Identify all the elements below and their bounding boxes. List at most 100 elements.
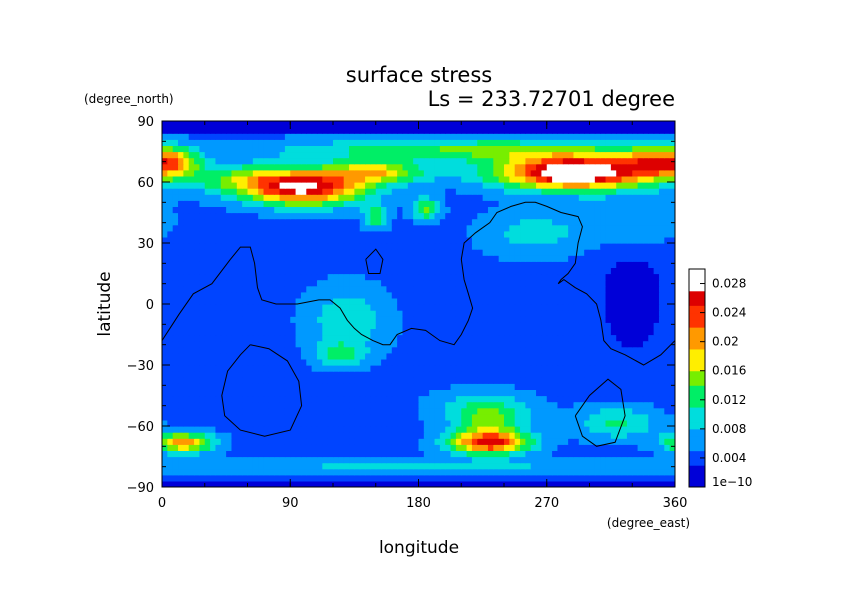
heatmap-cell (626, 194, 633, 201)
heatmap-cell (370, 175, 377, 183)
heatmap-cell (167, 432, 174, 439)
heatmap-cell (381, 297, 388, 305)
heatmap-cell (236, 480, 243, 487)
heatmap-cell (343, 456, 350, 464)
heatmap-cell (418, 188, 425, 195)
heatmap-cell (509, 462, 516, 470)
heatmap-cell (637, 175, 644, 183)
heatmap-cell (653, 310, 660, 317)
heatmap-cell (498, 291, 505, 299)
heatmap-cell (381, 224, 388, 232)
heatmap-cell (536, 468, 542, 476)
heatmap-cell (450, 267, 457, 275)
heatmap-cell (242, 188, 249, 195)
heatmap-cell (231, 291, 238, 299)
heatmap-cell (354, 249, 361, 256)
heatmap-cell (552, 450, 559, 458)
heatmap-cell (199, 480, 206, 487)
heatmap-cell (498, 273, 505, 281)
heatmap-cell (616, 432, 623, 439)
heatmap-cell (359, 358, 366, 366)
heatmap-cell (552, 236, 559, 244)
heatmap-cell (616, 426, 623, 433)
heatmap-cell (434, 407, 441, 415)
heatmap-cell (413, 352, 420, 360)
heatmap-cell (349, 200, 355, 207)
heatmap-cell (242, 182, 249, 189)
heatmap-cell (375, 169, 382, 177)
heatmap-cell (167, 413, 174, 421)
heatmap-cell (632, 285, 639, 293)
heatmap-cell (632, 310, 639, 317)
heatmap-cell (461, 456, 468, 464)
heatmap-cell (541, 389, 548, 397)
heatmap-cell (279, 426, 286, 433)
heatmap-cell (242, 236, 249, 244)
heatmap-cell (584, 182, 591, 189)
heatmap-cell (220, 218, 227, 226)
heatmap-cell (284, 340, 291, 348)
heatmap-cell (557, 243, 564, 250)
heatmap-cell (600, 310, 607, 317)
heatmap-cell (375, 419, 382, 427)
heatmap-cell (669, 346, 675, 354)
heatmap-cell (194, 432, 200, 439)
heatmap-cell (343, 450, 350, 458)
heatmap-cell (610, 377, 617, 384)
heatmap-cell (658, 200, 665, 207)
heatmap-cell (626, 304, 633, 311)
heatmap-cell (471, 316, 478, 323)
heatmap-cell (359, 407, 366, 415)
heatmap-cell (632, 407, 639, 415)
heatmap-cell (338, 212, 345, 220)
heatmap-cell (493, 480, 500, 487)
heatmap-cell (600, 352, 607, 360)
heatmap-cell (316, 310, 323, 317)
heatmap-cell (354, 304, 361, 311)
heatmap-cell (204, 243, 211, 250)
heatmap-cell (167, 389, 174, 397)
heatmap-cell (546, 267, 553, 275)
heatmap-cell (359, 340, 366, 348)
heatmap-cell (504, 236, 510, 244)
heatmap-cell (439, 304, 446, 311)
heatmap-cell (530, 395, 537, 403)
heatmap-cell (482, 407, 489, 415)
heatmap-cell (536, 395, 542, 403)
heatmap-cell (290, 316, 297, 323)
heatmap-cell (461, 334, 468, 342)
heatmap-cell (600, 480, 607, 487)
heatmap-cell (204, 316, 211, 323)
heatmap-cell (327, 175, 334, 183)
heatmap-cell (626, 291, 633, 299)
heatmap-cell (584, 255, 591, 262)
heatmap-cell (546, 371, 553, 378)
heatmap-cell (231, 212, 238, 220)
heatmap-cell (616, 438, 623, 445)
heatmap-cell (626, 224, 633, 232)
heatmap-cell (546, 413, 553, 421)
heatmap-cell (520, 432, 526, 439)
heatmap-cell (381, 334, 388, 342)
heatmap-cell (637, 334, 644, 342)
heatmap-cell (541, 285, 548, 293)
heatmap-cell (584, 304, 591, 311)
heatmap-cell (354, 285, 361, 293)
heatmap-cell (509, 474, 516, 482)
heatmap-cell (343, 255, 350, 262)
heatmap-cell (461, 352, 468, 360)
heatmap-cell (349, 304, 355, 311)
heatmap-cell (300, 273, 307, 281)
heatmap-cell (349, 377, 355, 384)
heatmap-cell (536, 218, 542, 226)
heatmap-cell (295, 175, 302, 183)
heatmap-cell (295, 188, 302, 195)
heatmap-cell (215, 230, 222, 238)
heatmap-cell (226, 279, 233, 287)
heatmap-cell (600, 316, 607, 323)
heatmap-cell (333, 340, 339, 348)
heatmap-cell (343, 206, 350, 214)
heatmap-cell (338, 474, 345, 482)
heatmap-cell (290, 261, 297, 268)
heatmap-cell (632, 474, 639, 482)
